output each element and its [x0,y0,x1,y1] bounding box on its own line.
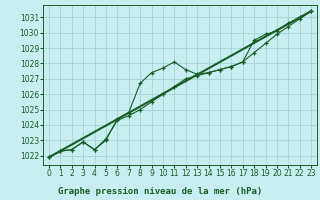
Text: Graphe pression niveau de la mer (hPa): Graphe pression niveau de la mer (hPa) [58,187,262,196]
